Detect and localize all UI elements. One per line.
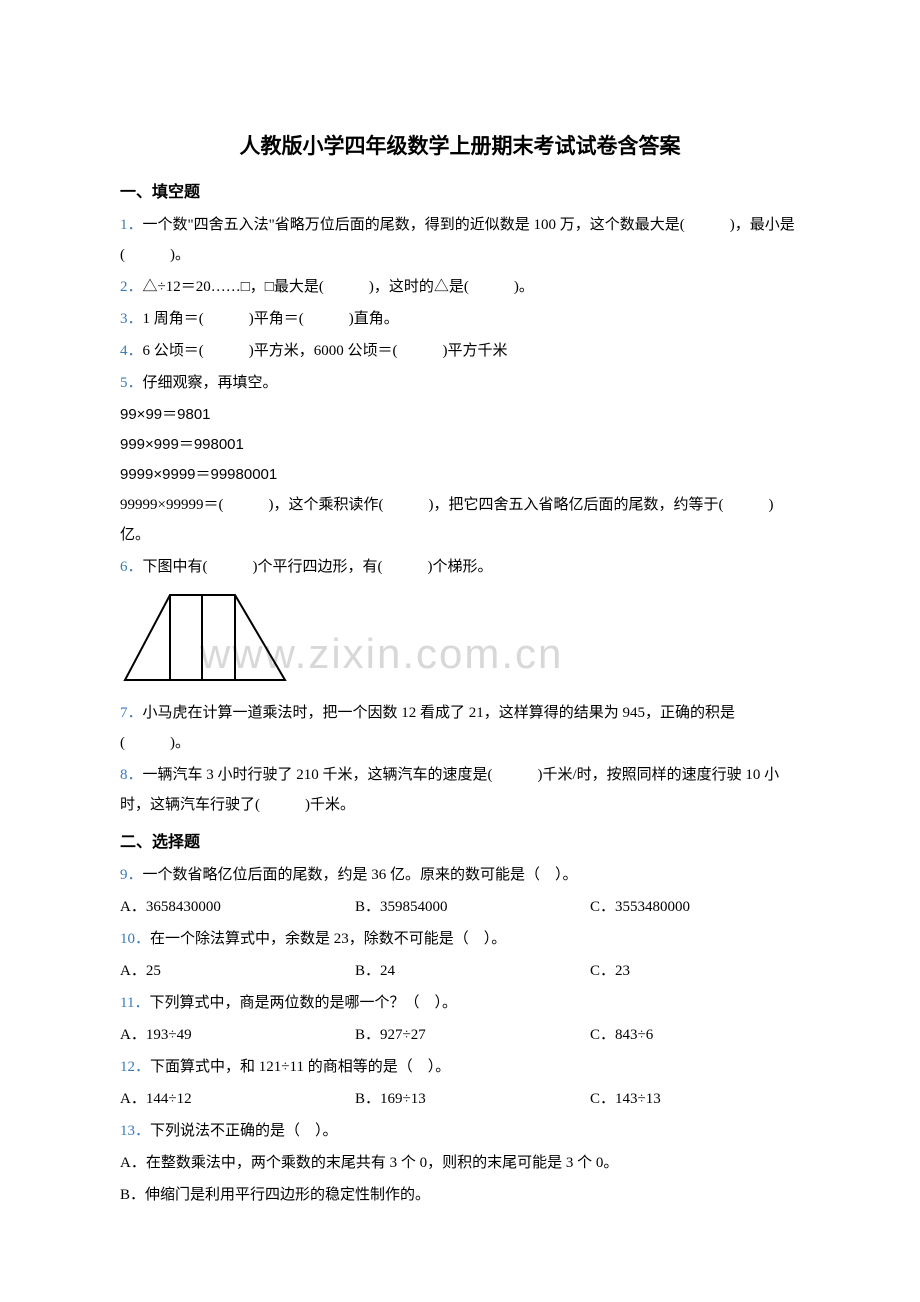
formula-line-1: 99×99＝9801 <box>120 400 800 430</box>
opt-10c: C．23 <box>590 956 800 986</box>
qtext-1: 一个数"四舍五入法"省略万位后面的尾数，得到的近似数是 100 万，这个数最大是… <box>120 217 795 263</box>
qtext-6: 下图中有( )个平行四边形，有( )个梯形。 <box>143 559 493 575</box>
question-8: 8．一辆汽车 3 小时行驶了 210 千米，这辆汽车的速度是( )千米/时，按照… <box>120 760 800 820</box>
qnum-6: 6． <box>120 559 143 575</box>
qtext-12: 下面算式中，和 121÷11 的商相等的是（ ）。 <box>150 1059 450 1075</box>
options-11: A．193÷49 B．927÷27 C．843÷6 <box>120 1020 800 1050</box>
qnum-12: 12． <box>120 1059 150 1075</box>
qtext-8: 一辆汽车 3 小时行驶了 210 千米，这辆汽车的速度是( )千米/时，按照同样… <box>120 767 779 813</box>
qnum-10: 10． <box>120 931 150 947</box>
opt-9b: B．359854000 <box>355 892 590 922</box>
opt-10b: B．24 <box>355 956 590 986</box>
section-choice-header: 二、选择题 <box>120 828 800 852</box>
qtext-7: 小马虎在计算一道乘法时，把一个因数 12 看成了 21，这样算得的结果为 945… <box>120 705 735 751</box>
trapezoid-svg-icon <box>120 590 290 685</box>
opt-10a: A．25 <box>120 956 355 986</box>
qnum-8: 8． <box>120 767 143 783</box>
qnum-11: 11． <box>120 995 149 1011</box>
question-13: 13．下列说法不正确的是（ ）。 <box>120 1116 800 1146</box>
qnum-9: 9． <box>120 867 143 883</box>
qtext-2: △÷12＝20……□，□最大是( )，这时的△是( )。 <box>143 279 534 295</box>
opt-11a: A．193÷49 <box>120 1020 355 1050</box>
options-10: A．25 B．24 C．23 <box>120 956 800 986</box>
opt-9c: C．3553480000 <box>590 892 800 922</box>
formula-line-3: 9999×9999＝99980001 <box>120 460 800 490</box>
qnum-7: 7． <box>120 705 143 721</box>
opt-13b: B．伸缩门是利用平行四边形的稳定性制作的。 <box>120 1180 800 1210</box>
question-4: 4．6 公顷＝( )平方米，6000 公顷＝( )平方千米 <box>120 336 800 366</box>
qtext-9: 一个数省略亿位后面的尾数，约是 36 亿。原来的数可能是（ ）。 <box>143 867 578 883</box>
options-9: A．3658430000 B．359854000 C．3553480000 <box>120 892 800 922</box>
exam-title: 人教版小学四年级数学上册期末考试试卷含答案 <box>120 130 800 160</box>
qnum-1: 1． <box>120 217 143 233</box>
qnum-3: 3． <box>120 311 143 327</box>
question-10: 10．在一个除法算式中，余数是 23，除数不可能是（ ）。 <box>120 924 800 954</box>
qtext-3: 1 周角＝( )平角＝( )直角。 <box>143 311 399 327</box>
question-9: 9．一个数省略亿位后面的尾数，约是 36 亿。原来的数可能是（ ）。 <box>120 860 800 890</box>
document-content: 人教版小学四年级数学上册期末考试试卷含答案 一、填空题 1．一个数"四舍五入法"… <box>120 130 800 1210</box>
question-12: 12．下面算式中，和 121÷11 的商相等的是（ ）。 <box>120 1052 800 1082</box>
opt-9a: A．3658430000 <box>120 892 355 922</box>
qtext-10: 在一个除法算式中，余数是 23，除数不可能是（ ）。 <box>150 931 506 947</box>
opt-12a: A．144÷12 <box>120 1084 355 1114</box>
question-6: 6．下图中有( )个平行四边形，有( )个梯形。 <box>120 552 800 582</box>
opt-11b: B．927÷27 <box>355 1020 590 1050</box>
question-5-cont: 99999×99999＝( )，这个乘积读作( )，把它四舍五入省略亿后面的尾数… <box>120 490 800 550</box>
opt-12b: B．169÷13 <box>355 1084 590 1114</box>
qnum-13: 13． <box>120 1123 150 1139</box>
options-12: A．144÷12 B．169÷13 C．143÷13 <box>120 1084 800 1114</box>
question-3: 3．1 周角＝( )平角＝( )直角。 <box>120 304 800 334</box>
qtext-5: 仔细观察，再填空。 <box>143 375 278 391</box>
qnum-2: 2． <box>120 279 143 295</box>
qtext-4: 6 公顷＝( )平方米，6000 公顷＝( )平方千米 <box>143 343 508 359</box>
opt-12c: C．143÷13 <box>590 1084 800 1114</box>
formula-line-2: 999×999＝998001 <box>120 430 800 460</box>
trapezoid-figure <box>120 590 800 690</box>
question-5: 5．仔细观察，再填空。 <box>120 368 800 398</box>
question-2: 2．△÷12＝20……□，□最大是( )，这时的△是( )。 <box>120 272 800 302</box>
opt-13a: A．在整数乘法中，两个乘数的末尾共有 3 个 0，则积的末尾可能是 3 个 0。 <box>120 1148 800 1178</box>
qtext-13: 下列说法不正确的是（ ）。 <box>150 1123 338 1139</box>
qtext-11: 下列算式中，商是两位数的是哪一个？（ ）。 <box>149 995 457 1011</box>
question-7: 7．小马虎在计算一道乘法时，把一个因数 12 看成了 21，这样算得的结果为 9… <box>120 698 800 758</box>
opt-11c: C．843÷6 <box>590 1020 800 1050</box>
qnum-4: 4． <box>120 343 143 359</box>
question-1: 1．一个数"四舍五入法"省略万位后面的尾数，得到的近似数是 100 万，这个数最… <box>120 210 800 270</box>
section-fill-header: 一、填空题 <box>120 178 800 202</box>
qnum-5: 5． <box>120 375 143 391</box>
question-11: 11．下列算式中，商是两位数的是哪一个？（ ）。 <box>120 988 800 1018</box>
